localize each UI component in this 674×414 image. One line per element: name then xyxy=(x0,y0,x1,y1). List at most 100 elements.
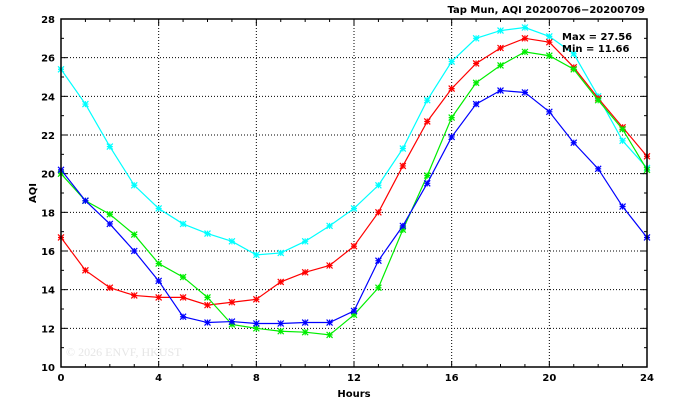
series-group xyxy=(57,24,651,339)
data-point-blue xyxy=(570,139,578,147)
data-point-red xyxy=(81,266,89,274)
data-point-green xyxy=(252,324,260,332)
data-point-red xyxy=(545,38,553,46)
y-tick-label: 24 xyxy=(41,92,55,103)
data-point-cyan xyxy=(350,205,358,212)
data-point-blue xyxy=(326,319,334,326)
y-tick-label: 18 xyxy=(41,208,55,219)
data-point-red xyxy=(326,262,334,269)
plot-frame xyxy=(60,18,648,368)
data-point-cyan xyxy=(81,100,89,108)
data-point-cyan xyxy=(277,249,285,257)
data-point-blue xyxy=(521,89,529,96)
data-point-red xyxy=(521,34,529,42)
data-point-green xyxy=(350,311,358,319)
data-point-red xyxy=(228,298,236,306)
data-point-blue xyxy=(81,197,89,205)
data-point-red xyxy=(374,208,382,216)
data-point-cyan xyxy=(252,251,260,259)
chart-title: Tap Mun, AQI 20200706−20200709 xyxy=(447,5,645,16)
data-point-blue xyxy=(374,257,382,265)
data-point-green xyxy=(423,172,431,180)
data-point-red xyxy=(472,60,480,67)
max-annotation: Max = 27.56 xyxy=(562,32,632,43)
data-point-green xyxy=(399,226,407,234)
data-point-green xyxy=(594,96,602,104)
min-annotation: Min = 11.66 xyxy=(562,44,630,55)
data-point-red xyxy=(277,278,285,286)
data-point-red xyxy=(497,44,504,52)
data-point-red xyxy=(301,268,309,276)
data-point-blue xyxy=(155,277,163,285)
x-tick-label: 16 xyxy=(445,373,459,384)
data-point-cyan xyxy=(374,181,382,189)
data-point-cyan xyxy=(448,58,456,65)
data-point-red xyxy=(399,162,407,170)
data-point-blue xyxy=(252,320,260,327)
x-tick-label: 20 xyxy=(542,373,556,384)
data-point-red xyxy=(179,293,187,301)
data-point-blue xyxy=(106,220,114,228)
data-point-blue xyxy=(228,318,236,325)
data-point-green xyxy=(619,125,627,133)
data-point-red xyxy=(204,301,211,309)
data-point-green xyxy=(155,260,163,267)
series-blue xyxy=(57,87,651,327)
data-point-cyan xyxy=(570,50,578,58)
data-point-red xyxy=(130,292,138,299)
data-point-green xyxy=(497,61,504,69)
data-point-cyan xyxy=(179,220,187,228)
data-point-green xyxy=(130,231,138,238)
y-tick-label: 12 xyxy=(41,324,55,335)
x-tick-label: 12 xyxy=(347,373,361,384)
data-point-blue xyxy=(204,319,211,326)
data-point-cyan xyxy=(301,237,309,245)
y-tick-label: 26 xyxy=(41,54,55,65)
data-point-blue xyxy=(497,87,504,94)
data-point-cyan xyxy=(204,230,211,238)
data-point-green xyxy=(301,328,309,336)
x-axis-label: Hours xyxy=(337,389,370,400)
series-cyan xyxy=(57,24,651,259)
data-point-green xyxy=(472,79,480,87)
data-point-green xyxy=(545,52,553,60)
data-point-green xyxy=(204,293,211,301)
data-point-blue xyxy=(448,133,456,141)
data-point-blue xyxy=(301,319,309,326)
data-point-red xyxy=(448,85,456,93)
data-point-cyan xyxy=(472,34,480,42)
series-red xyxy=(57,34,651,309)
data-point-blue xyxy=(594,165,602,173)
data-point-green xyxy=(179,273,187,281)
data-point-cyan xyxy=(497,27,504,35)
data-point-green xyxy=(448,114,456,122)
data-point-red xyxy=(155,293,163,301)
data-point-red xyxy=(350,242,358,250)
y-tick-label: 14 xyxy=(41,286,55,297)
data-point-red xyxy=(106,284,114,292)
data-point-cyan xyxy=(106,143,114,151)
data-point-green xyxy=(570,65,578,73)
y-axis-label: AQI xyxy=(28,183,39,203)
data-point-blue xyxy=(350,307,358,315)
data-point-blue xyxy=(545,108,553,116)
data-point-green xyxy=(374,284,382,292)
y-tick-label: 28 xyxy=(41,15,55,26)
data-point-blue xyxy=(277,320,285,327)
data-point-cyan xyxy=(619,137,627,145)
data-point-blue xyxy=(619,203,627,210)
data-point-green xyxy=(326,331,334,339)
data-point-red xyxy=(252,295,260,303)
data-point-cyan xyxy=(545,32,553,40)
data-point-cyan xyxy=(155,205,163,212)
watermark: © 2026 ENVF, HKUST xyxy=(66,345,182,359)
data-point-blue xyxy=(130,247,138,255)
data-point-cyan xyxy=(521,24,529,31)
data-point-blue xyxy=(423,179,431,187)
x-tick-label: 0 xyxy=(58,373,65,384)
grid xyxy=(61,19,647,367)
x-tick-label: 8 xyxy=(253,373,260,384)
y-tick-label: 20 xyxy=(41,170,55,181)
data-point-cyan xyxy=(228,237,236,245)
